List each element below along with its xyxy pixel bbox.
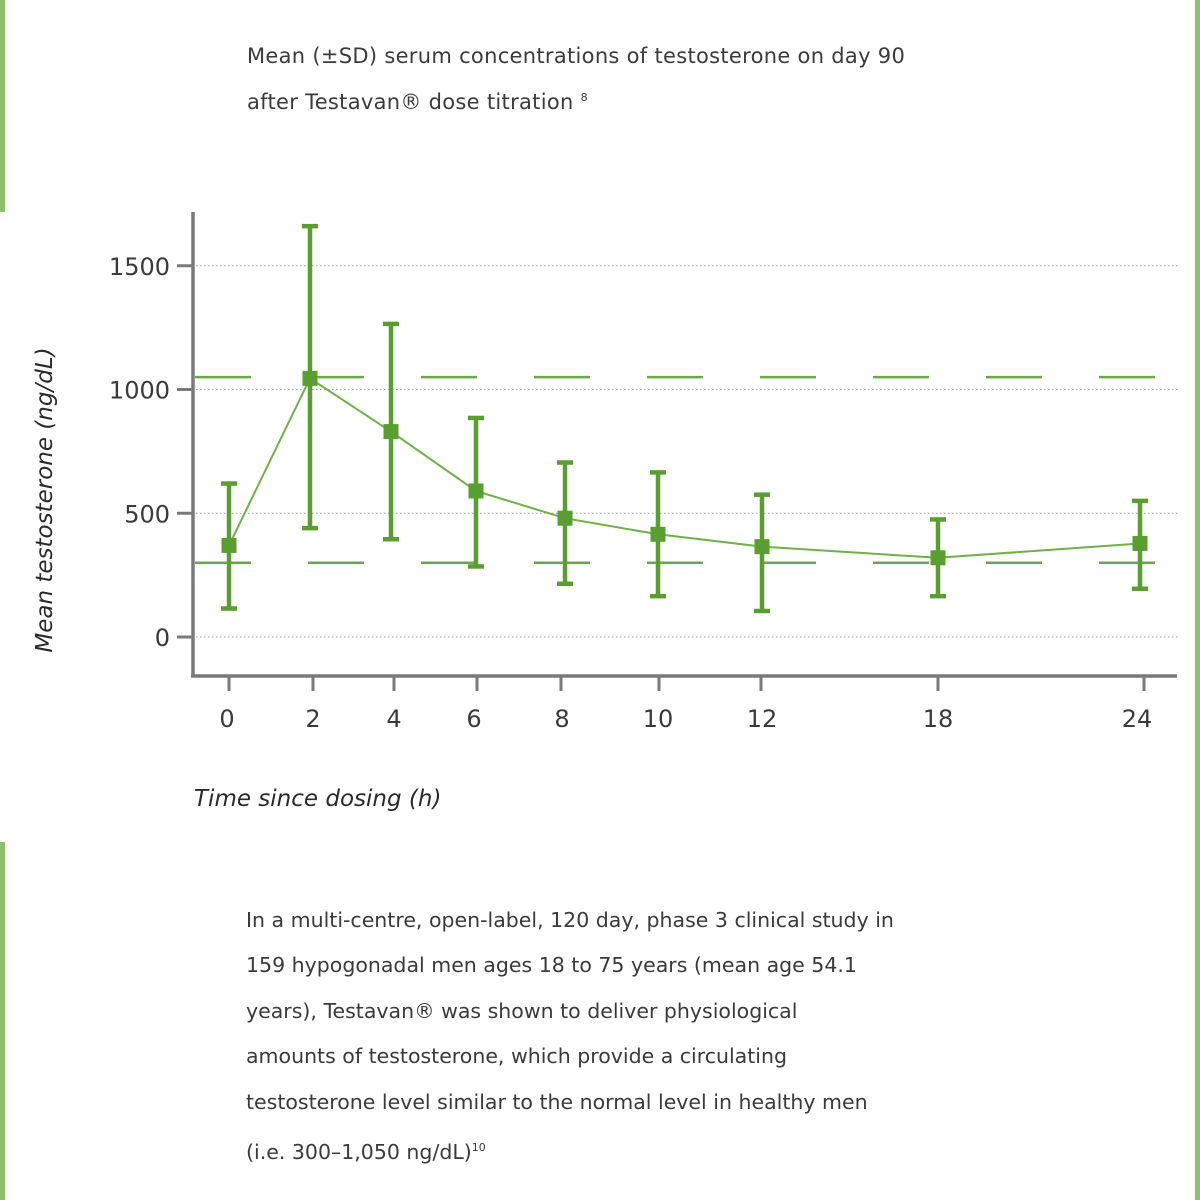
reference-lines <box>195 375 1178 564</box>
data-point-24 <box>1132 535 1148 551</box>
x-tick-label-2: 2 <box>305 705 320 733</box>
series-line <box>228 376 1141 559</box>
study-description: In a multi-centre, open-label, 120 day, … <box>246 898 976 1175</box>
x-tick-label-12: 12 <box>747 705 778 733</box>
data-point-8 <box>557 510 573 526</box>
body-line-3: years), Testavan® was shown to deliver p… <box>246 998 798 1023</box>
y-tick-label-1500: 1500 <box>109 253 170 281</box>
right-accent-bar <box>1195 0 1200 1200</box>
chart-title-line-2-text: after Testavan® dose titration <box>247 90 574 114</box>
data-point-0 <box>221 537 237 553</box>
left-accent-bar-top <box>0 0 5 212</box>
axes <box>191 212 1177 678</box>
chart-title-line-1: Mean (±SD) serum concentrations of testo… <box>247 44 906 68</box>
body-line-5: testosterone level similar to the normal… <box>246 1089 868 1114</box>
x-tick-label-4: 4 <box>386 705 401 733</box>
series-testosterone <box>221 223 1148 614</box>
x-tick-label-18: 18 <box>923 705 954 733</box>
data-point-10 <box>650 526 666 542</box>
body-reference-number: 10 <box>471 1141 486 1155</box>
x-tick-label-8: 8 <box>554 705 569 733</box>
body-line-4: amounts of testosterone, which provide a… <box>246 1044 787 1069</box>
y-axis-label: Mean testosterone (ng/dL) <box>32 347 58 652</box>
x-axis-label: Time since dosing (h) <box>194 786 441 812</box>
x-tick-label-0: 0 <box>219 705 234 733</box>
y-tick-label-500: 500 <box>124 500 170 528</box>
data-point-18 <box>930 550 946 566</box>
data-point-4 <box>383 424 399 440</box>
x-tick-label-6: 6 <box>466 705 481 733</box>
body-line-2: 159 hypogonadal men ages 18 to 75 years … <box>246 953 857 978</box>
grid-lines <box>196 265 1178 638</box>
y-tick-label-1000: 1000 <box>109 377 170 405</box>
title-reference-number: 8 <box>580 91 588 104</box>
y-tick-label-0: 0 <box>155 624 170 652</box>
x-tick-label-24: 24 <box>1122 705 1153 733</box>
x-tick-label-10: 10 <box>643 705 674 733</box>
left-accent-bar-bottom <box>0 842 5 1200</box>
data-point-12 <box>754 539 770 555</box>
body-last-line-text: (i.e. 300–1,050 ng/dL) <box>246 1139 472 1164</box>
body-line-1: In a multi-centre, open-label, 120 day, … <box>246 908 894 932</box>
body-line-6: (i.e. 300–1,050 ng/dL)10 <box>246 1125 976 1175</box>
data-point-6 <box>468 483 484 499</box>
data-point-2 <box>302 370 318 386</box>
chart-title-line-2: after Testavan® dose titration 8 <box>247 90 588 114</box>
